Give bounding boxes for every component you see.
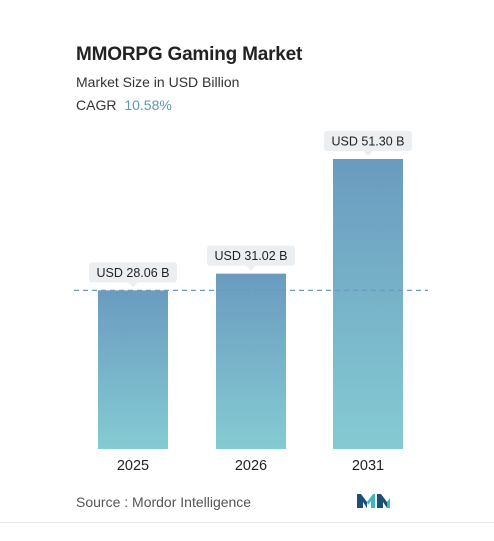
chart-subtitle: Market Size in USD Billion bbox=[76, 74, 240, 90]
footer-divider bbox=[0, 522, 494, 523]
x-axis-ticks: 2025 2026 2031 bbox=[117, 458, 384, 474]
data-label-pointer bbox=[363, 151, 373, 156]
bar-2025 bbox=[98, 290, 168, 449]
data-labels-layer: USD 28.06 B USD 31.02 B USD 51.30 B bbox=[89, 131, 412, 288]
chart-title: MMORPG Gaming Market bbox=[76, 44, 303, 65]
data-label-pointer bbox=[246, 265, 256, 271]
data-label-2025: USD 28.06 B bbox=[89, 262, 177, 288]
x-tick-label: 2026 bbox=[235, 458, 267, 474]
x-tick-label: 2031 bbox=[352, 458, 384, 474]
data-label-box bbox=[207, 245, 295, 266]
x-tick-label: 2025 bbox=[117, 458, 149, 474]
cagr-value: 10.58% bbox=[124, 97, 172, 113]
cagr-line: CAGR 10.58% bbox=[76, 97, 172, 113]
data-label-text: USD 51.30 B bbox=[332, 135, 405, 149]
data-label-2031: USD 51.30 B bbox=[324, 131, 412, 156]
bar-2031 bbox=[333, 159, 403, 449]
data-label-box bbox=[324, 131, 412, 151]
data-label-text: USD 28.06 B bbox=[97, 266, 170, 280]
data-label-text: USD 31.02 B bbox=[215, 249, 288, 263]
bar-2026 bbox=[216, 273, 286, 449]
bars-layer bbox=[98, 159, 403, 449]
data-label-2026: USD 31.02 B bbox=[207, 245, 295, 271]
cagr-label: CAGR bbox=[76, 97, 117, 113]
data-label-pointer bbox=[128, 282, 138, 288]
data-label-box bbox=[89, 262, 177, 283]
source-text: Source : Mordor Intelligence bbox=[76, 494, 252, 510]
mordor-logo-icon bbox=[357, 494, 390, 508]
